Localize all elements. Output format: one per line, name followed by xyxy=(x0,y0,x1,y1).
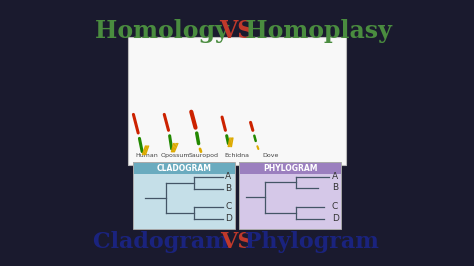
Text: Homoplasy: Homoplasy xyxy=(237,19,392,43)
Text: D: D xyxy=(225,214,232,223)
Bar xyxy=(133,162,235,229)
Text: Dove: Dove xyxy=(262,153,278,158)
Bar xyxy=(133,174,235,229)
Bar xyxy=(128,37,346,165)
Text: Echidna: Echidna xyxy=(225,153,249,158)
Text: C: C xyxy=(332,202,338,211)
Text: Human: Human xyxy=(136,153,158,158)
Text: Phylogram: Phylogram xyxy=(237,231,379,253)
Text: CLADOGRAM: CLADOGRAM xyxy=(156,164,211,173)
Bar xyxy=(239,162,341,174)
Text: Opossum: Opossum xyxy=(161,153,190,158)
Text: D: D xyxy=(332,214,339,223)
Text: B: B xyxy=(332,183,338,192)
Text: VS: VS xyxy=(219,19,255,43)
Text: B: B xyxy=(225,184,231,193)
Text: Sauropod: Sauropod xyxy=(189,153,219,158)
Text: C: C xyxy=(225,202,231,211)
Text: Cladogram: Cladogram xyxy=(93,231,237,253)
Bar xyxy=(239,162,341,229)
Text: PHYLOGRAM: PHYLOGRAM xyxy=(263,164,318,173)
Text: A: A xyxy=(332,172,338,181)
Text: A: A xyxy=(225,172,231,181)
Bar xyxy=(133,162,235,174)
Bar xyxy=(239,174,341,229)
Text: VS: VS xyxy=(220,231,254,253)
Text: Homology: Homology xyxy=(95,19,237,43)
